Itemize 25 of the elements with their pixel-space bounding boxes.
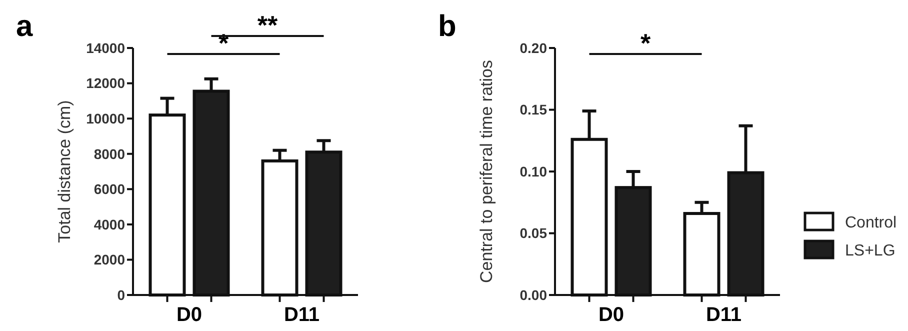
chart-title: b (438, 10, 456, 43)
y-tick-label: 10000 (86, 110, 126, 126)
y-tick-label: 2000 (94, 252, 126, 268)
y-tick-label: 4000 (94, 216, 126, 232)
y-tick-label: 6000 (94, 181, 126, 198)
x-tick-label: D11 (706, 304, 742, 326)
y-tick-label: 0.20 (520, 40, 548, 56)
legend-label: LS+LG (845, 242, 896, 260)
chart-title: a (16, 10, 33, 43)
x-tick-label: D11 (284, 304, 320, 326)
y-axis-title: Central to periferal time ratios (477, 60, 496, 283)
y-tick-label: 8000 (94, 146, 126, 162)
y-tick-label: 0 (117, 286, 126, 303)
text: ** (257, 10, 278, 40)
y-tick-label: 12000 (86, 75, 126, 92)
x-tick-label: D0 (598, 304, 624, 326)
y-tick-label: 14000 (86, 40, 126, 56)
annotation: * (640, 28, 652, 58)
y-tick-label: 0.10 (520, 163, 548, 180)
y-axis-title: Total distance (cm) (55, 100, 74, 243)
y-tick-label: 0.15 (520, 102, 548, 118)
legend-label: Control (845, 214, 897, 232)
y-tick-label: 0.05 (520, 225, 548, 242)
y-tick-label: 0.00 (520, 286, 548, 303)
x-tick-label: D0 (176, 304, 202, 326)
